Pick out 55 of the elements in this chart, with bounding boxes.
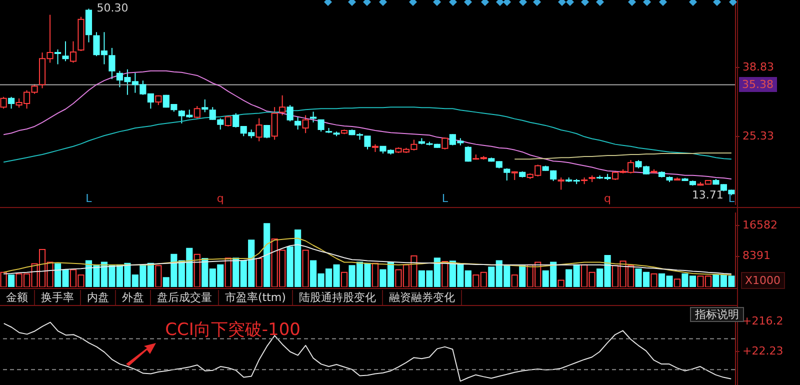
bar — [264, 223, 270, 287]
bar — [8, 274, 15, 287]
y-axis-title: X1000 — [741, 272, 785, 289]
annotation: CCI向下突破-100 — [165, 320, 300, 340]
candlestick — [302, 114, 309, 134]
text: 市盈率(ttm) — [219, 290, 293, 305]
candlestick — [62, 40, 69, 62]
candlestick — [70, 40, 77, 64]
text: 融资融券变化 — [382, 290, 462, 305]
candlestick — [558, 176, 564, 190]
annotation: L — [442, 192, 449, 205]
annotation: q — [604, 192, 612, 205]
line-series — [3, 322, 732, 382]
candlestick — [318, 119, 324, 132]
candlestick — [8, 96, 15, 110]
line-series — [3, 106, 732, 163]
annotation: 指标说明 — [690, 307, 744, 322]
candlestick — [194, 106, 200, 119]
candlestick — [256, 118, 262, 142]
annotation: q — [216, 192, 224, 205]
y-tick-label: +216.2 — [742, 314, 784, 328]
candlestick — [271, 106, 278, 140]
candlestick — [504, 168, 510, 182]
text: 换手率 — [35, 290, 81, 305]
candlestick — [364, 136, 371, 150]
line-series — [514, 152, 732, 160]
candlestick — [464, 146, 472, 162]
candlestick — [202, 98, 208, 113]
y-tick-label: +22.23 — [742, 344, 784, 358]
candlestick — [286, 104, 294, 122]
line-series — [3, 238, 732, 276]
line-series — [3, 70, 732, 180]
candlestick — [279, 94, 286, 116]
candlestick — [54, 48, 62, 65]
text: 金额 — [0, 290, 35, 305]
y-tick-label: 8391 — [742, 249, 770, 262]
y-tick-label: 38.83 — [742, 60, 774, 74]
candlestick — [310, 111, 317, 123]
line-series — [3, 244, 732, 274]
annotation: L — [728, 192, 736, 205]
candlestick — [108, 47, 116, 80]
candlestick — [442, 137, 448, 150]
candlestick — [264, 124, 270, 139]
text: 盘后成交量 — [151, 290, 219, 305]
candlestick — [294, 116, 302, 130]
bar — [519, 265, 526, 287]
annotation: 50.30 — [96, 2, 128, 15]
annotation: 13.71 — [692, 188, 724, 202]
annotation: L — [86, 192, 93, 205]
text: 内盘 — [81, 290, 116, 305]
ref-line-label: 35.38 — [739, 76, 776, 92]
y-tick-label: 16582 — [742, 218, 778, 232]
text: 陆股通持股变化 — [292, 290, 383, 305]
text: 外盘 — [116, 290, 151, 305]
y-tick-label: 25.33 — [742, 130, 774, 143]
